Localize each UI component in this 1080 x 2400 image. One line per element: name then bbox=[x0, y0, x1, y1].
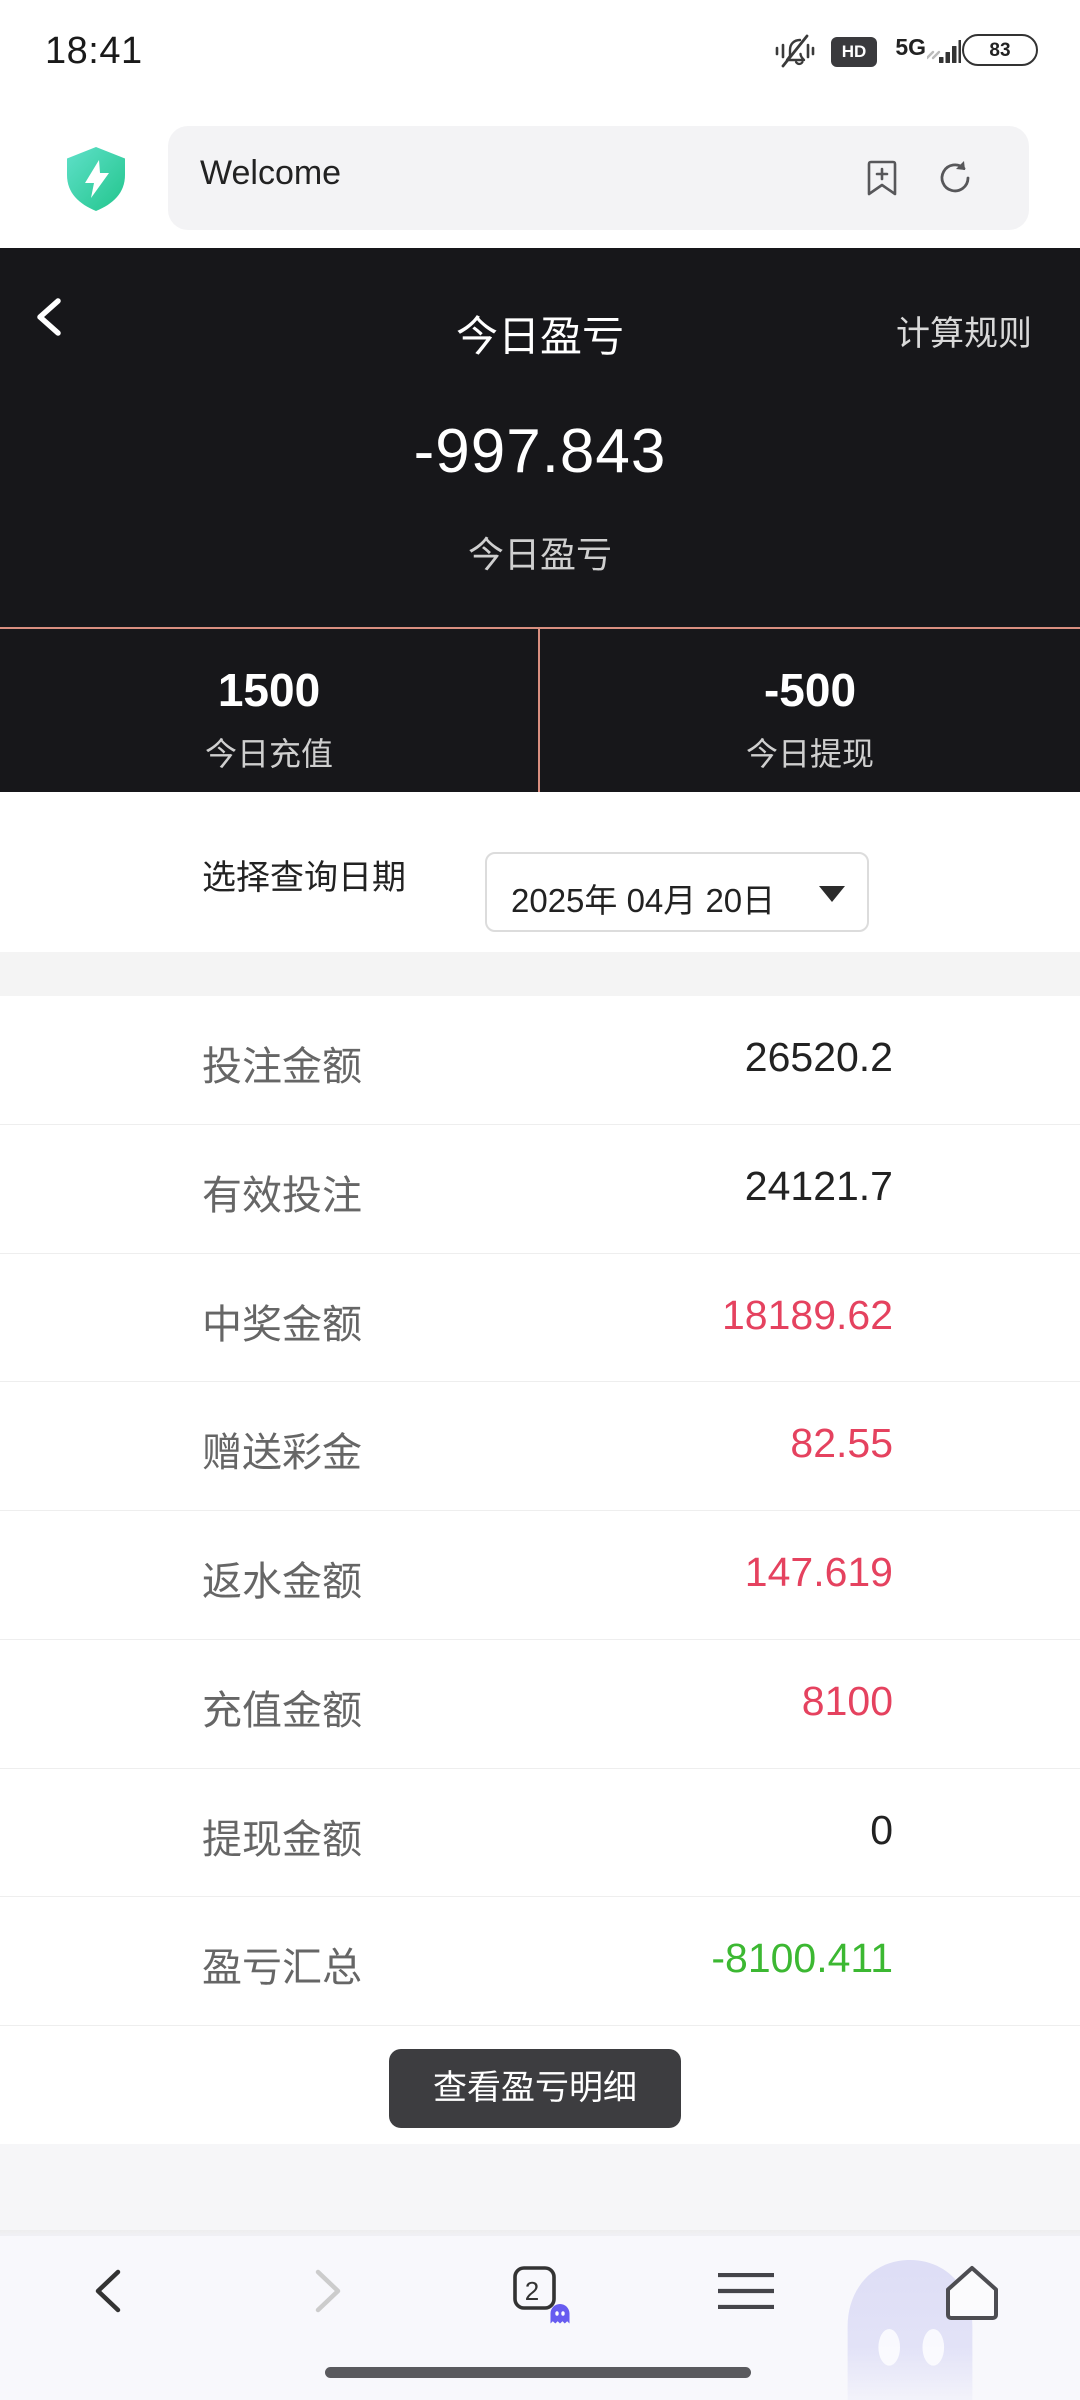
svg-text:2: 2 bbox=[525, 2276, 539, 2306]
